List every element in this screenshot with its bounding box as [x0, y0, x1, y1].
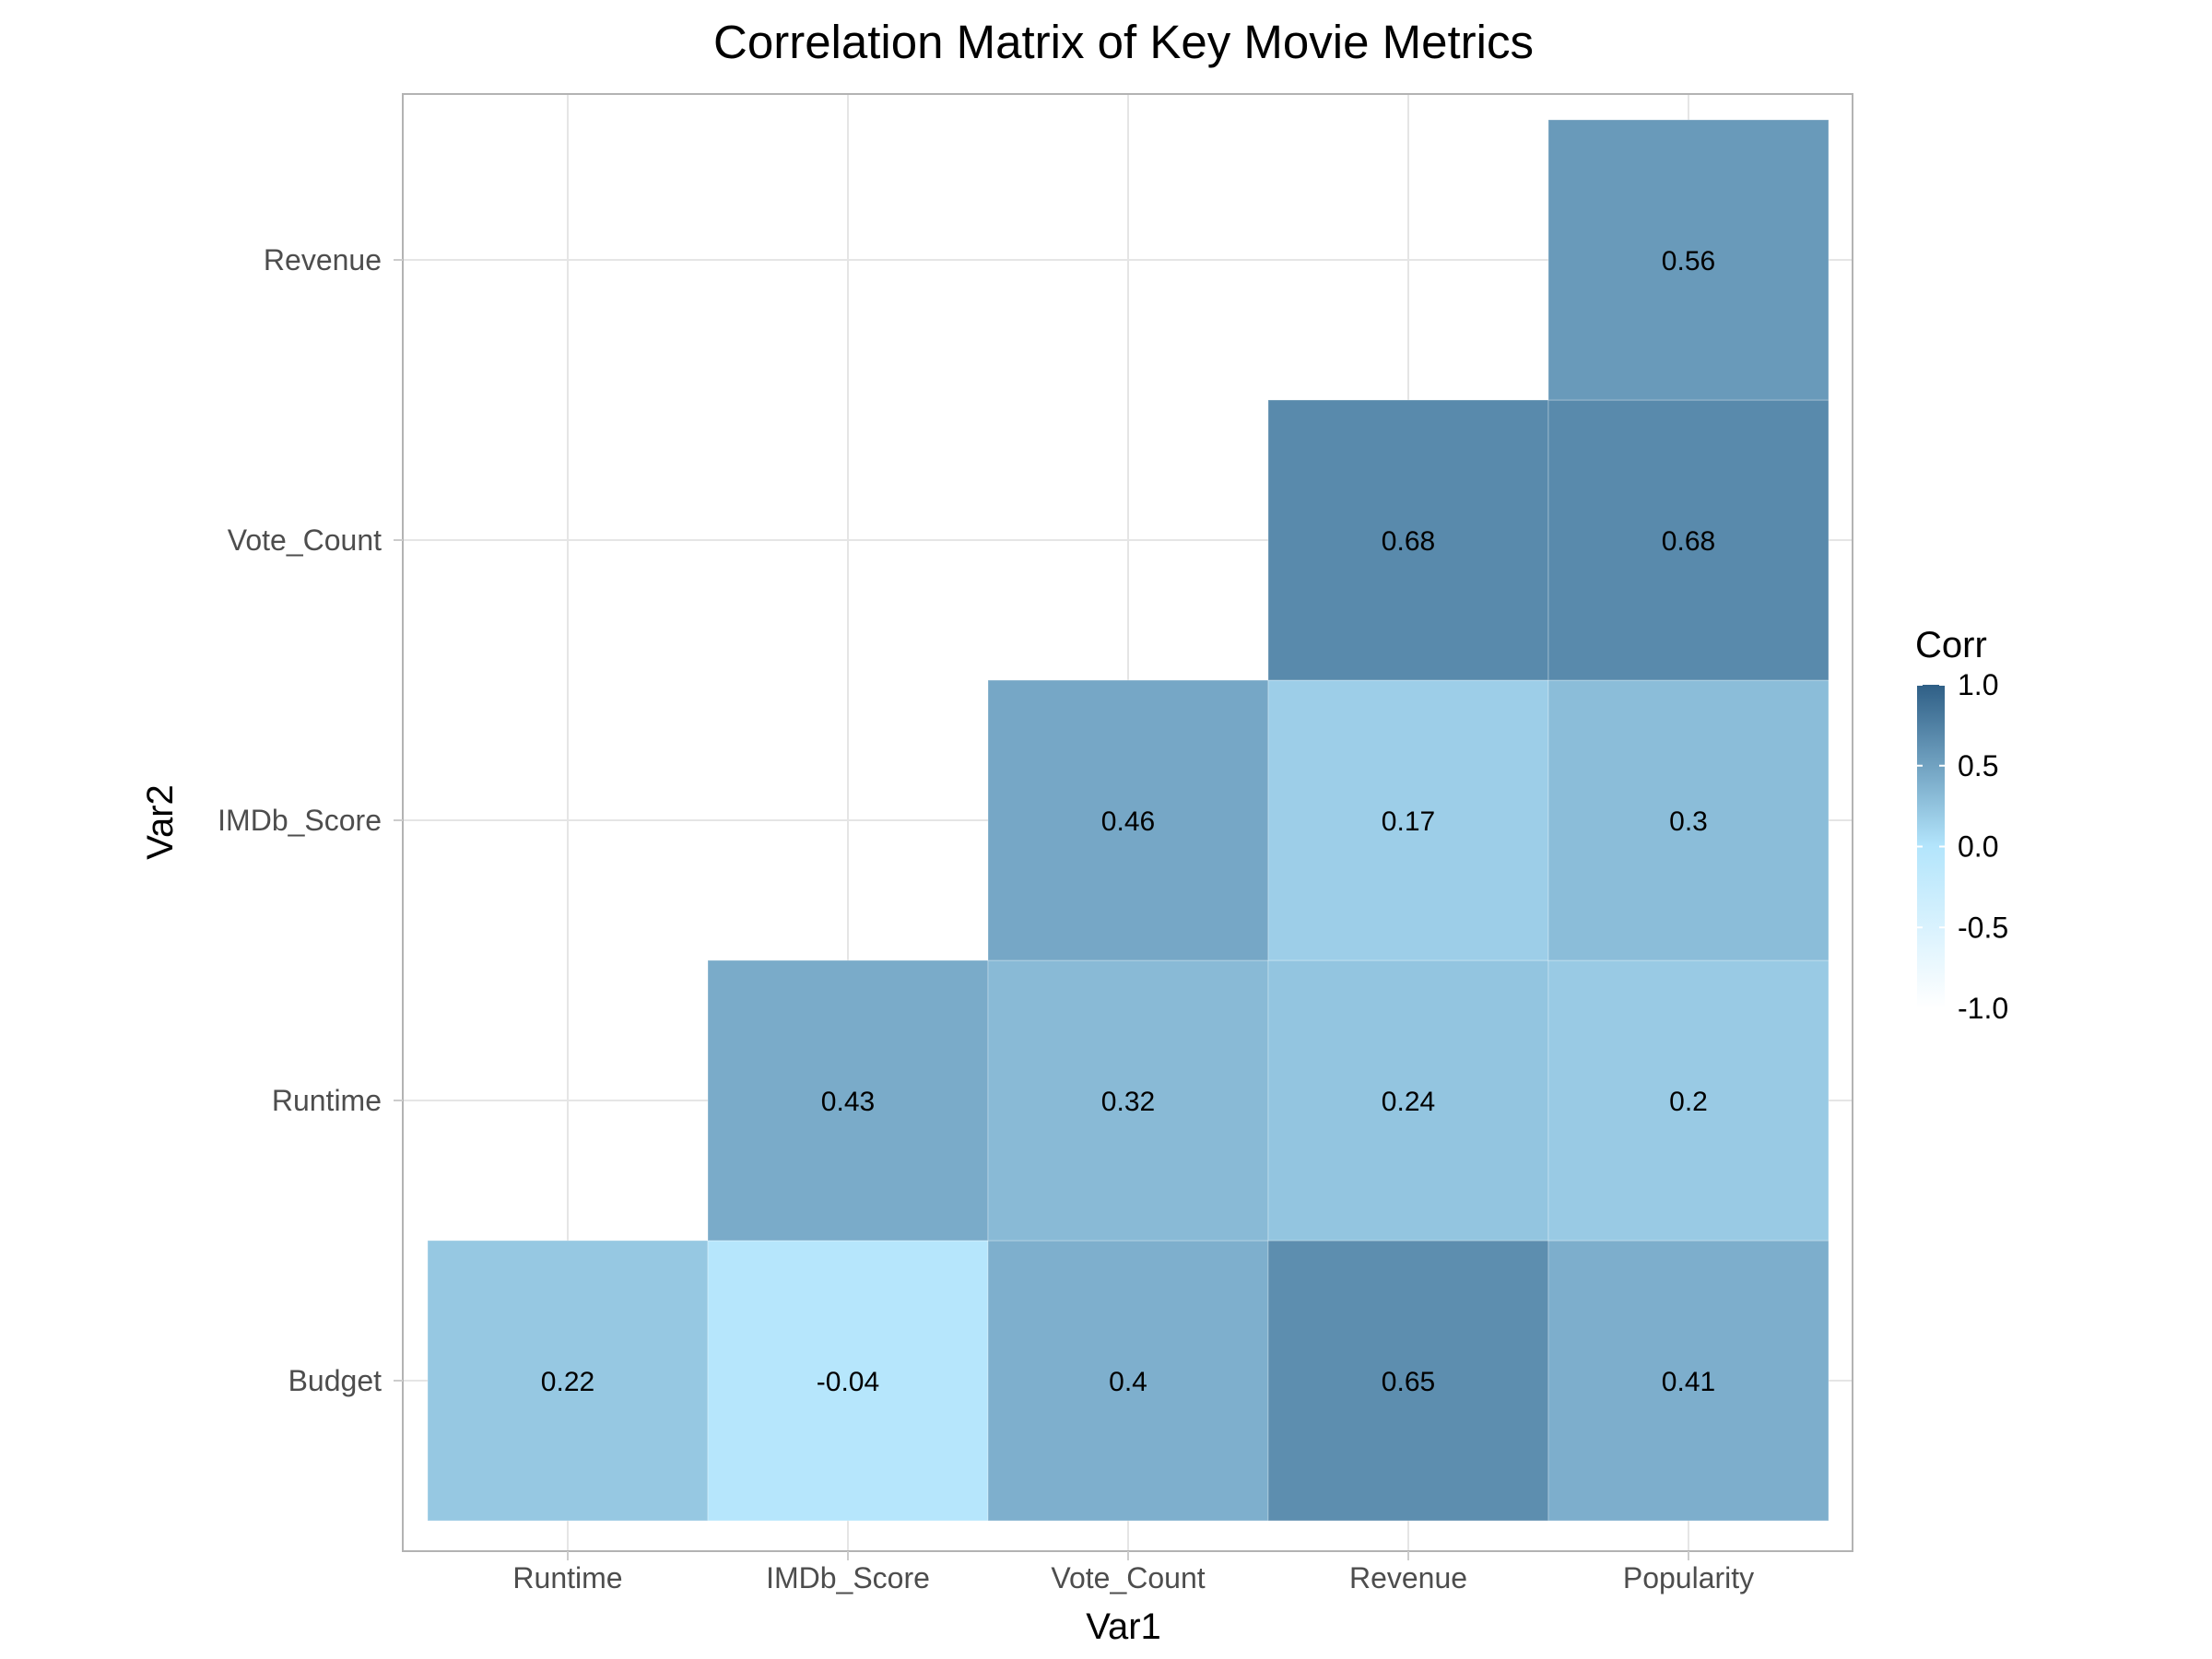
cell-value-label: 0.2 — [1669, 1087, 1708, 1117]
cell-value-label: -0.04 — [817, 1367, 879, 1397]
x-tick-label: Popularity — [1623, 1561, 1754, 1594]
heatmap-cell — [987, 959, 1269, 1241]
y-tick-label: Budget — [288, 1364, 382, 1397]
heatmap-cell — [707, 1240, 989, 1522]
x-axis-label: Var1 — [1086, 1606, 1161, 1647]
cell-value-label: 0.68 — [1662, 526, 1715, 557]
cell-value-label: 0.3 — [1669, 806, 1708, 837]
x-tick-label: Runtime — [512, 1561, 622, 1594]
legend-tick-label: -0.5 — [1958, 911, 2008, 944]
y-axis-ticks: Budget Runtime IMDb_Score Vote_Count Revenue — [218, 243, 403, 1397]
cell-value-label: 0.46 — [1101, 806, 1155, 837]
legend-tick-label: 0.0 — [1958, 830, 1998, 864]
cell-labels: 0.22 -0.04 0.4 0.65 0.41 0.43 0.32 0.24 0.2 0.46 0… — [541, 246, 1715, 1397]
heatmap-cell — [1547, 119, 1830, 401]
cell-value-label: 0.65 — [1382, 1367, 1435, 1397]
legend-tick-label: 0.5 — [1958, 749, 1998, 782]
y-tick-label: Revenue — [264, 243, 382, 276]
heatmap-cell — [1547, 679, 1830, 961]
heatmap-cell — [1267, 399, 1549, 681]
cell-value-label: 0.17 — [1382, 806, 1435, 837]
heatmap-cell — [987, 679, 1269, 961]
legend-ticks: 1.0 0.5 0.0 -0.5 -1.0 — [1917, 668, 2008, 1025]
cell-value-label: 0.32 — [1101, 1087, 1155, 1117]
cell-value-label: 0.41 — [1662, 1367, 1715, 1397]
y-axis-label: Var2 — [140, 784, 181, 860]
heatmap-cell — [1267, 679, 1549, 961]
legend: Corr 1.0 0.5 0.0 -0.5 -1.0 — [1915, 625, 2008, 1025]
cell-value-label: 0.68 — [1382, 526, 1435, 557]
heatmap-cell — [1547, 959, 1830, 1241]
cell-value-label: 0.43 — [821, 1087, 875, 1117]
heatmap-cell — [707, 959, 989, 1241]
heatmap-cell — [1547, 1240, 1830, 1522]
cell-value-label: 0.24 — [1382, 1087, 1435, 1117]
legend-tick-label: -1.0 — [1958, 992, 2008, 1025]
chart-title: Correlation Matrix of Key Movie Metrics — [713, 16, 1534, 68]
cell-value-label: 0.22 — [541, 1367, 594, 1397]
cell-value-label: 0.4 — [1109, 1367, 1147, 1397]
heatmap-cell — [987, 1240, 1269, 1522]
heatmap-cell — [427, 1240, 709, 1522]
heatmap-cells — [427, 119, 1830, 1522]
x-tick-label: Revenue — [1349, 1561, 1467, 1594]
cell-value-label: 0.56 — [1662, 246, 1715, 276]
heatmap-cell — [1267, 1240, 1549, 1522]
x-axis-ticks: Runtime IMDb_Score Vote_Count Revenue Popula… — [512, 1551, 1754, 1594]
y-tick-label: Runtime — [272, 1084, 382, 1117]
x-tick-label: Vote_Count — [1051, 1561, 1205, 1594]
legend-title: Corr — [1915, 625, 1987, 665]
y-tick-label: IMDb_Score — [218, 804, 382, 837]
x-tick-label: IMDb_Score — [766, 1561, 930, 1594]
legend-tick-label: 1.0 — [1958, 668, 1998, 701]
y-tick-label: Vote_Count — [228, 524, 382, 557]
heatmap-cell — [1267, 959, 1549, 1241]
